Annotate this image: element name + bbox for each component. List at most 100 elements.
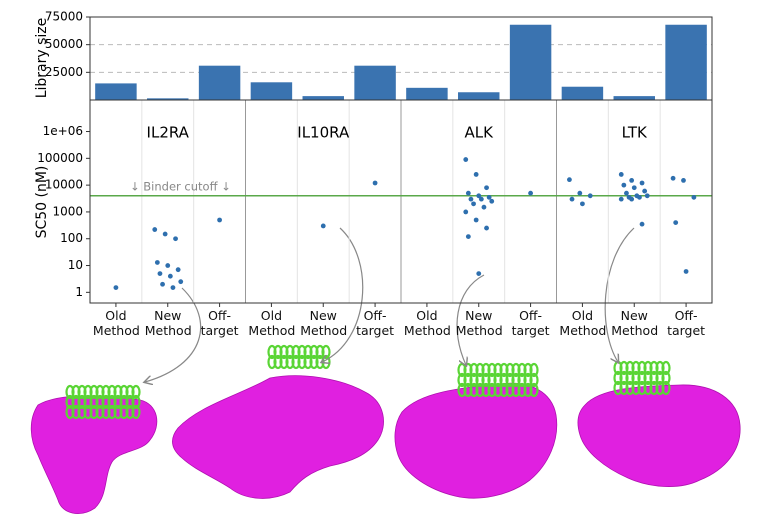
bar <box>147 98 189 100</box>
data-point <box>170 285 176 291</box>
data-point <box>681 178 686 183</box>
data-point <box>683 269 689 274</box>
bar <box>665 24 707 100</box>
data-point <box>465 234 471 240</box>
data-point <box>173 236 178 242</box>
y-tick-label: 1000 <box>52 204 83 218</box>
plot-frame <box>89 16 713 101</box>
data-point <box>481 204 487 210</box>
x-tick-label: Off-target <box>200 308 239 338</box>
helix-turn <box>131 404 141 420</box>
data-point <box>160 281 165 287</box>
x-tick-label: Old Method <box>559 308 607 338</box>
helix-turn <box>529 372 539 388</box>
data-point <box>618 196 624 202</box>
data-point <box>217 217 222 223</box>
data-point <box>372 180 378 186</box>
bar <box>198 65 241 100</box>
helix-turn <box>661 370 671 386</box>
data-point <box>471 201 476 207</box>
data-point <box>162 231 168 237</box>
helices <box>65 344 671 420</box>
data-point <box>476 193 482 199</box>
y-tick-label: 50000 <box>45 37 83 51</box>
protein-surface <box>394 382 558 499</box>
bar <box>561 86 604 100</box>
arrow <box>604 227 635 362</box>
data-point <box>670 175 676 181</box>
data-point <box>639 221 645 227</box>
data-point <box>621 182 627 188</box>
arrow <box>456 274 485 365</box>
y-axis-label: Library size <box>34 18 50 99</box>
data-point <box>484 225 489 231</box>
data-point <box>629 196 635 202</box>
data-point <box>631 185 637 191</box>
data-point <box>476 271 482 277</box>
data-point <box>489 198 495 204</box>
protein-surface <box>30 395 158 514</box>
data-point <box>152 227 158 232</box>
data-point <box>587 193 593 199</box>
data-point <box>157 271 163 277</box>
bar <box>458 92 500 100</box>
data-point <box>178 279 184 285</box>
x-tick-label: Off-target <box>356 308 395 338</box>
data-point <box>154 260 160 265</box>
data-point <box>691 194 697 200</box>
data-point <box>320 223 326 229</box>
data-point <box>624 190 629 196</box>
data-point <box>569 196 575 202</box>
target-label: LTK <box>622 124 648 142</box>
bar <box>250 82 293 100</box>
target-label: IL2RA <box>147 124 190 142</box>
protein-structures <box>30 375 741 514</box>
y-axis-label: SC50 (nM) <box>34 166 50 239</box>
arrows <box>145 227 635 382</box>
data-point <box>468 196 474 202</box>
target-label: ALK <box>465 124 495 142</box>
helix-turn <box>131 394 141 410</box>
data-point <box>478 196 484 202</box>
y-tick-label: 10000 <box>45 178 83 192</box>
data-point <box>618 172 624 177</box>
data-point <box>629 178 635 183</box>
data-point <box>175 267 181 273</box>
data-point <box>473 172 479 177</box>
y-tick-label: 75000 <box>45 10 83 24</box>
y-tick-label: 100 <box>60 231 83 245</box>
data-point <box>167 273 173 279</box>
data-point <box>165 263 171 268</box>
helix-turn <box>529 362 539 378</box>
cutoff-label: ↓ Binder cutoff ↓ <box>130 179 231 193</box>
y-tick-label: 1e+06 <box>43 124 83 138</box>
arrow <box>145 287 202 382</box>
data-point <box>484 185 489 191</box>
data-point <box>673 220 679 225</box>
data-point <box>463 209 469 215</box>
helix-turn <box>661 360 671 376</box>
bar <box>613 96 655 100</box>
data-point <box>637 194 642 200</box>
x-tick-label: New Method <box>455 308 503 338</box>
data-point <box>528 190 533 196</box>
protein-surface <box>577 384 741 487</box>
helix-turn <box>131 384 141 400</box>
y-tick-label: 10 <box>68 258 83 272</box>
data-point <box>463 157 469 162</box>
y-tick-label: 25000 <box>45 65 83 79</box>
data-point <box>639 180 645 186</box>
bar <box>95 83 137 100</box>
data-point <box>113 285 119 291</box>
helix-turn <box>529 382 539 398</box>
bar <box>302 96 344 100</box>
data-point <box>473 217 479 223</box>
data-point <box>465 190 471 196</box>
x-tick-label: New Method <box>611 308 659 338</box>
x-tick-label: Off-target <box>511 308 550 338</box>
data-point <box>580 201 585 207</box>
y-tick-label: 1 <box>75 285 83 299</box>
y-tick-label: 100000 <box>37 151 83 165</box>
bar <box>509 24 552 100</box>
x-tick-label: New Method <box>300 308 348 338</box>
